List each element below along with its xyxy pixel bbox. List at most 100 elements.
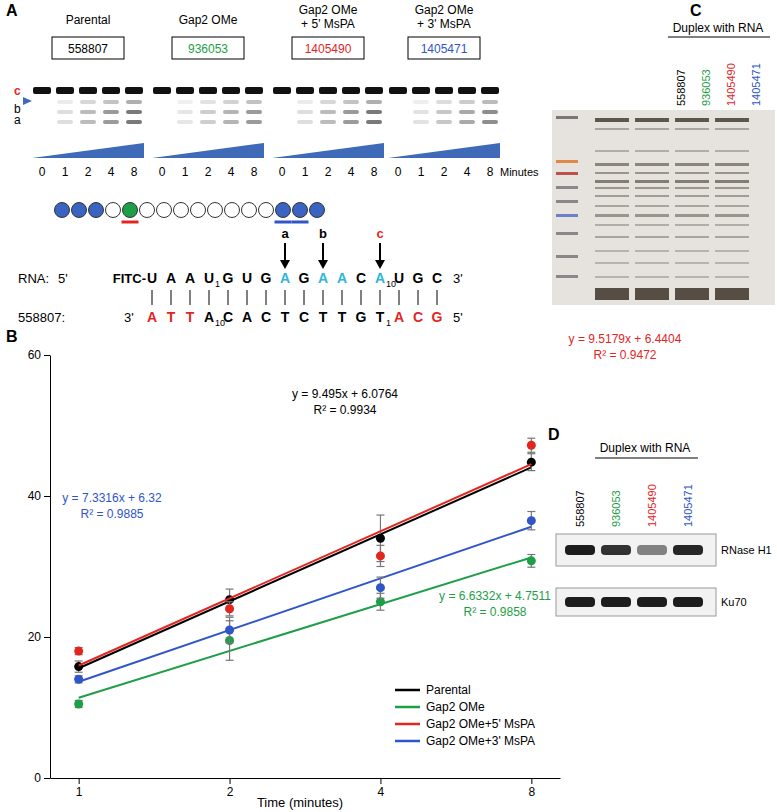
plot-area — [74, 438, 536, 708]
error-bar — [75, 700, 83, 707]
group-name: Gap2 OMe — [179, 13, 238, 27]
gel-band-product — [103, 110, 119, 114]
blot-band — [601, 545, 631, 555]
x-tick: 2 — [227, 778, 234, 799]
band-arrow — [23, 97, 32, 105]
gel-band-product — [80, 110, 96, 114]
x-tick-label: 1 — [76, 785, 83, 799]
gel-band — [675, 163, 709, 166]
blot-band — [637, 545, 667, 555]
data-point — [376, 583, 385, 592]
gel-band — [675, 250, 709, 252]
gel-band-product — [459, 110, 475, 114]
x-tick-label: 2 — [227, 785, 234, 799]
error-bar — [527, 438, 535, 452]
gel-band-product — [223, 100, 239, 104]
gel-band — [675, 262, 709, 264]
nucleotide — [259, 203, 274, 218]
modification-underline — [275, 221, 292, 224]
gel-band-product — [366, 110, 382, 114]
base-pair — [361, 290, 362, 305]
gel-band — [635, 205, 669, 207]
x-tick-label: 4 — [378, 785, 385, 799]
gel-band-product — [366, 120, 382, 124]
x-axis-title: Time (minutes) — [257, 795, 343, 810]
gel-band — [675, 172, 709, 174]
gel-band — [715, 150, 749, 152]
gel-band — [595, 180, 629, 183]
error-bar-cap — [376, 610, 384, 611]
ladder-band — [556, 172, 578, 175]
base: T — [167, 309, 176, 325]
gel-band-product — [177, 110, 193, 114]
lane-label: 2 — [441, 165, 448, 179]
gel-band — [595, 224, 629, 226]
gel-band-product — [126, 110, 142, 114]
blot-band — [565, 597, 595, 607]
gel-band-product — [103, 100, 119, 104]
x-tick-mark — [79, 778, 80, 784]
strand-label: 558807: — [18, 310, 65, 325]
gel-band-full — [412, 87, 430, 94]
lane-label: 0 — [279, 165, 286, 179]
gel-band-full — [199, 87, 217, 94]
nucleotide — [191, 203, 206, 218]
gel-band — [715, 118, 749, 122]
base-pair — [247, 290, 248, 305]
lane-label: 936053 — [610, 490, 622, 527]
base: T — [186, 309, 195, 325]
blot — [556, 588, 716, 616]
base-pair — [304, 290, 305, 305]
gel-band — [635, 128, 669, 130]
ladder-band — [556, 275, 578, 278]
x-tick-label: 8 — [528, 785, 535, 799]
lane-label: 0 — [159, 165, 166, 179]
cleavage-label: c — [376, 226, 383, 241]
error-bar-cap — [527, 529, 535, 530]
error-bar — [75, 676, 83, 683]
blot-band — [565, 545, 595, 555]
error-bar-cap — [527, 453, 535, 454]
gel-band-product — [436, 110, 452, 114]
data-point — [527, 556, 536, 565]
y-tick-label: 60 — [28, 348, 42, 362]
compound-id: 1405471 — [421, 42, 468, 56]
ladder-band — [556, 200, 578, 203]
lane-unit: Minutes — [500, 166, 539, 178]
gel-band — [675, 118, 709, 122]
nucleotide — [72, 203, 87, 218]
error-bar — [527, 512, 535, 530]
gel-band-product — [200, 120, 216, 124]
error-bar-cap — [527, 567, 535, 568]
gel-band — [595, 187, 629, 189]
y-tick: 60 — [28, 348, 50, 362]
x-tick: 8 — [528, 778, 535, 799]
gel-band-product — [177, 120, 193, 124]
gel-band — [675, 150, 709, 152]
gel-band — [715, 195, 749, 197]
lane-label: 2 — [205, 165, 212, 179]
base: A — [280, 270, 290, 286]
gel-band — [635, 172, 669, 174]
gel-band — [675, 288, 709, 300]
cleavage-arrow — [379, 243, 381, 262]
base: C — [413, 309, 423, 325]
cleavage-label: b — [319, 226, 327, 241]
base: A — [375, 270, 385, 286]
row-label: Ku70 — [721, 596, 747, 608]
gel-band — [715, 128, 749, 130]
base: C — [261, 309, 271, 325]
lane-label: 4 — [464, 165, 471, 179]
time-wedge — [152, 143, 264, 158]
base: C — [223, 309, 233, 325]
gel-band — [715, 187, 749, 189]
nucleotide — [208, 203, 223, 218]
error-bar — [226, 617, 234, 642]
legend-entry: Gap2 OMe+3' MsPA — [426, 734, 535, 748]
data-point — [527, 441, 536, 450]
base-pair — [171, 290, 172, 305]
cleavage-arrowhead — [318, 260, 328, 269]
error-bar-cap — [226, 601, 234, 602]
ladder-band — [556, 255, 578, 258]
gel-band-full — [79, 87, 97, 94]
